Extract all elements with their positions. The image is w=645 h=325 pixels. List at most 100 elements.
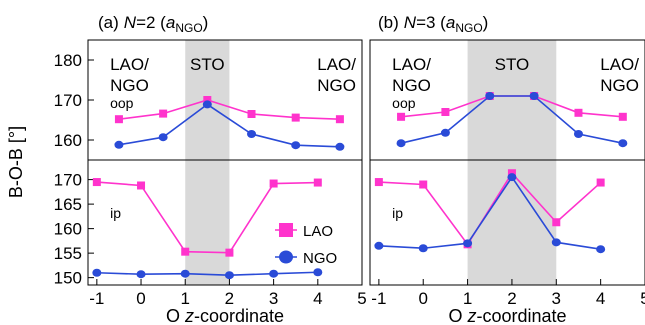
x-tick-label: 4 [596,289,605,308]
x-tick-label: 5 [357,289,366,308]
title-variable: N [124,13,137,32]
data-point-ngo [92,268,102,277]
subplot-oop: 160 170 180 oop [54,51,345,151]
data-point-ngo [396,139,406,148]
data-point-ngo [551,238,561,247]
data-point-ngo [374,241,384,250]
data-point-lao [374,178,383,187]
x-axis-label-prefix: O [448,306,467,325]
title-subscript: NGO [175,21,202,35]
y-tick-label: 160 [54,131,82,150]
data-point-ngo [618,139,628,148]
data-point-lao [419,180,428,189]
data-point-ngo [463,239,473,248]
data-point-lao [269,179,278,188]
subplot-oop: oop [392,92,628,148]
panel-label: (a) [98,13,119,32]
subplot-label-oop: oop [110,95,134,111]
data-point-lao [441,108,450,116]
sto-shaded-region [467,40,557,285]
x-axis-label-suffix: -coordinate [194,306,284,325]
title-text: =3 ( [416,13,446,32]
x-tick-label: -1 [89,289,104,308]
region-label-right-line2: NGO [317,76,356,95]
data-point-ngo [247,130,257,138]
y-tick-label: 170 [54,171,82,190]
data-point-ngo [335,142,345,151]
subplot-label-ip: ip [110,205,121,221]
data-point-ngo [529,92,539,100]
legend-label-ngo: NGO [303,250,337,267]
subplot-ip: ip [374,169,606,254]
x-tick-label: 1 [180,289,189,308]
subplot-label-ip: ip [392,205,403,221]
x-axis-label-prefix: O [166,306,185,325]
data-point-lao [574,108,583,117]
data-point-ngo [180,269,190,278]
data-point-lao [159,109,168,118]
x-tick-label: 0 [136,289,145,308]
data-point-ngo [313,268,323,277]
x-tick-label: 0 [418,289,427,308]
x-axis-label-suffix: -coordinate [476,306,566,325]
x-axis-label: O z-coordinate [166,306,284,325]
data-point-ngo [158,133,168,142]
y-axis-label: B-O-B [°] [6,126,26,198]
data-point-ngo [485,92,495,100]
legend-label-lao: LAO [303,223,333,240]
title-close: ) [483,13,489,32]
region-label-left-line2: NGO [392,76,431,95]
x-tick-label: 1 [463,289,472,308]
region-label-right-line1: LAO/ [600,55,639,74]
panel-frame [369,39,645,286]
data-point-ngo [418,244,428,253]
legend: LAO NGO [275,223,337,267]
sto-shaded-region [185,40,230,285]
data-point-ngo [114,140,124,149]
x-tick-label: 3 [552,289,561,308]
data-point-ngo [573,130,583,138]
region-label-right-line1: LAO/ [317,55,356,74]
data-point-ngo [596,245,606,254]
data-point-lao [335,115,344,124]
data-point-lao [313,178,322,187]
title-close: ) [203,13,209,32]
data-point-lao [203,96,212,104]
data-point-ngo [291,141,301,150]
title-lattice-symbol: a [166,13,175,32]
panel-title: (b) N=3 (aNGO) [378,13,488,35]
region-label-left-line1: LAO/ [392,55,431,74]
data-point-lao [181,247,190,256]
x-axis-label-variable: z [466,306,476,325]
data-point-lao [247,110,256,118]
x-axis-label-variable: z [184,306,194,325]
y-tick-label: 170 [54,91,82,110]
data-point-ngo [269,269,279,278]
x-tick-label: 5 [640,289,645,308]
series-line-ngo [400,95,623,144]
data-point-ngo [440,128,450,137]
x-tick-label: 2 [225,289,234,308]
data-point-lao [137,181,146,190]
data-point-lao [114,115,123,124]
panel-frame [87,39,363,286]
x-axis-label: O z-coordinate [448,306,566,325]
region-label-left-line2: NGO [110,76,149,95]
region-label-center: STO [190,55,225,74]
series-line-ngo [96,271,318,276]
panel-title: (a) N=2 (aNGO) [98,13,208,35]
panel-label: (b) [378,13,399,32]
series-line-lao [118,99,340,120]
legend-marker-ngo [279,250,293,264]
series-line-lao [96,181,318,254]
y-tick-label: 180 [54,51,82,70]
y-tick-label: 165 [54,195,82,214]
x-tick-label: -1 [371,289,386,308]
y-tick-label: 155 [54,244,82,263]
data-point-lao [596,178,605,187]
subplot-label-oop: oop [392,95,416,111]
series-line-lao [378,171,602,246]
